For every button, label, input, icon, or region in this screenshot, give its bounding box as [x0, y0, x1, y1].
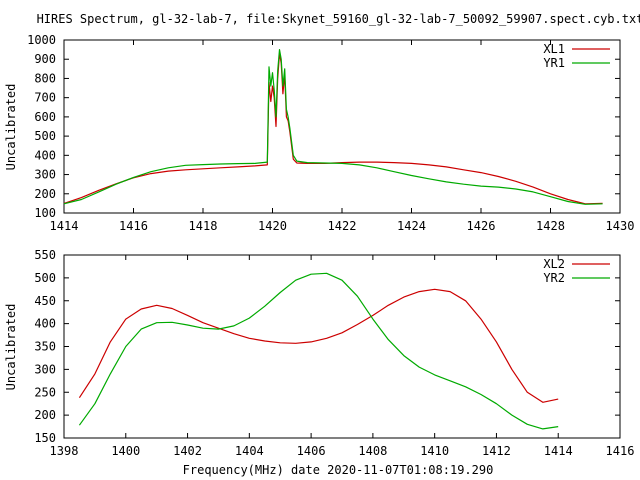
- top-plot-frame: [63, 39, 621, 214]
- bottom-legend-label: YR2: [543, 271, 565, 285]
- bottom-x-tick-label: 1400: [111, 444, 140, 458]
- bottom-legend-label: XL2: [543, 257, 565, 271]
- top-y-tick-label: 300: [34, 168, 56, 182]
- top-series-group: [63, 48, 603, 205]
- top-legend-label: YR1: [543, 56, 565, 70]
- bottom-x-tick-label: 1406: [297, 444, 326, 458]
- top-y-tick-label: 100: [34, 206, 56, 220]
- bottom-x-tick-label: 1402: [173, 444, 202, 458]
- top-x-tick-label: 1422: [328, 219, 357, 233]
- top-x-tick-label: 1418: [189, 219, 218, 233]
- top-x-tick-label: 1416: [119, 219, 148, 233]
- top-x-tick-label: 1414: [50, 219, 79, 233]
- bottom-y-tick-label: 500: [34, 271, 56, 285]
- top-y-axis-label: Uncalibrated: [4, 84, 18, 171]
- bottom-series-group: [78, 272, 559, 430]
- bottom-y-tick-label: 400: [34, 317, 56, 331]
- top-legend-label: XL1: [543, 42, 565, 56]
- top-series-xl1-line: [63, 52, 603, 205]
- bottom-y-tick-label: 250: [34, 385, 56, 399]
- top-series-yr1-line: [63, 48, 603, 205]
- bottom-series-yr2-line: [78, 272, 559, 430]
- top-chart: 1414 1416 1418 1420 1422 1424 1426 1428 1430 100 2…: [4, 33, 634, 233]
- top-x-tick-label: 1426: [467, 219, 496, 233]
- bottom-tick-group: 1398 1400 1402 1404 1406 1408 1410 1412 1414 1416…: [34, 248, 634, 458]
- top-y-tick-label: 900: [34, 52, 56, 66]
- bottom-y-tick-label: 450: [34, 294, 56, 308]
- bottom-y-tick-label: 550: [34, 248, 56, 262]
- top-x-tick-label: 1430: [606, 219, 635, 233]
- top-y-tick-label: 1000: [27, 33, 56, 47]
- bottom-y-tick-label: 150: [34, 431, 56, 445]
- bottom-x-tick-label: 1404: [235, 444, 264, 458]
- bottom-x-tick-label: 1416: [606, 444, 635, 458]
- bottom-x-tick-label: 1412: [482, 444, 511, 458]
- bottom-x-tick-label: 1408: [358, 444, 387, 458]
- bottom-series-xl2-line: [78, 288, 559, 403]
- top-x-tick-label: 1428: [536, 219, 565, 233]
- bottom-chart: 1398 1400 1402 1404 1406 1408 1410 1412 1414 1416…: [4, 248, 634, 458]
- bottom-plot-frame: [63, 254, 621, 439]
- top-x-tick-label: 1424: [397, 219, 426, 233]
- bottom-y-axis-label: Uncalibrated: [4, 304, 18, 391]
- bottom-y-tick-label: 300: [34, 362, 56, 376]
- top-tick-group: 1414 1416 1418 1420 1422 1424 1426 1428 1430 100 2…: [27, 33, 634, 233]
- top-y-tick-label: 700: [34, 91, 56, 105]
- bottom-x-tick-label: 1414: [544, 444, 573, 458]
- bottom-x-tick-label: 1410: [420, 444, 449, 458]
- top-y-tick-label: 200: [34, 187, 56, 201]
- top-y-tick-label: 400: [34, 148, 56, 162]
- bottom-x-tick-label: 1398: [50, 444, 79, 458]
- top-x-tick-label: 1420: [258, 219, 287, 233]
- top-y-tick-label: 500: [34, 129, 56, 143]
- x-axis-label: Frequency(MHz) date 2020-11-07T01:08:19.…: [183, 463, 494, 477]
- bottom-y-tick-label: 350: [34, 340, 56, 354]
- top-y-tick-label: 800: [34, 71, 56, 85]
- bottom-y-tick-label: 200: [34, 408, 56, 422]
- top-y-tick-label: 600: [34, 110, 56, 124]
- figure-title: HIRES Spectrum, gl-32-lab-7, file:Skynet…: [37, 12, 640, 26]
